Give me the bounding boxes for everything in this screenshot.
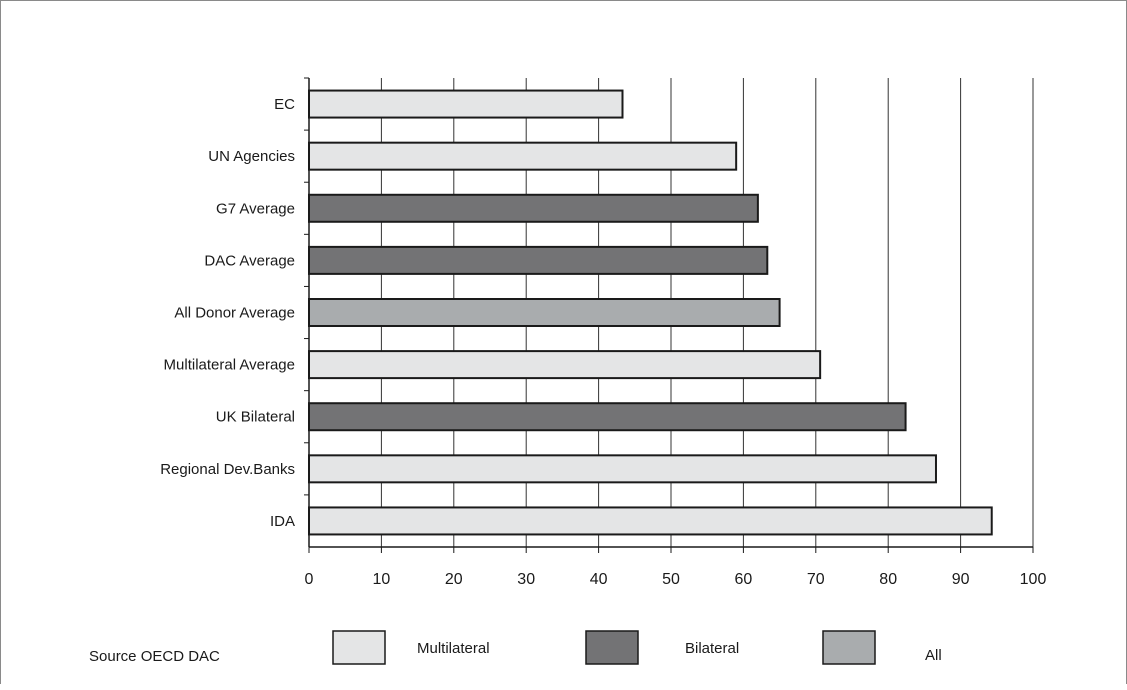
axes: EC UN Agencies G7 Average DAC Average All Do… <box>160 77 1047 588</box>
category-label: IDA <box>270 513 295 530</box>
x-tick-label: 20 <box>445 571 463 588</box>
category-label: Multilateral Average <box>164 357 295 374</box>
legend-label-multilateral: Multilateral <box>417 640 490 657</box>
bar-g7-average <box>308 193 759 223</box>
bar-regional-dev-banks <box>308 454 937 484</box>
category-label: G7 Average <box>216 200 295 217</box>
legend-swatch-multilateral <box>332 630 386 665</box>
bar-un-agencies <box>308 141 738 171</box>
legend-label-bilateral: Bilateral <box>685 640 739 657</box>
x-tick-label: 30 <box>517 571 535 588</box>
category-label: EC <box>274 96 295 113</box>
category-label: DAC Average <box>204 252 295 269</box>
x-tick-label: 40 <box>590 571 608 588</box>
bar-all-donor-average <box>308 298 781 327</box>
bar-ida <box>308 506 993 536</box>
legend-swatch-bilateral <box>585 630 639 665</box>
x-tick-label: 60 <box>735 571 753 588</box>
x-tick-label: 70 <box>807 571 825 588</box>
source-note: Source OECD DAC <box>89 648 220 665</box>
x-tick-label: 0 <box>305 571 314 588</box>
legend-swatch-all <box>822 630 876 665</box>
x-tick-label: 10 <box>373 571 391 588</box>
category-label: UK Bilateral <box>216 409 295 426</box>
category-label: UN Agencies <box>208 148 295 165</box>
bar-uk-bilateral <box>308 402 907 432</box>
bar-multilateral-average <box>308 350 822 380</box>
bars <box>308 89 993 536</box>
legend: Source OECD DAC Multilateral Bilateral All <box>89 630 942 665</box>
x-tick-label: 80 <box>879 571 897 588</box>
legend-label-all: All <box>925 647 942 664</box>
x-tick-label: 50 <box>662 571 680 588</box>
bar-dac-average <box>308 245 769 275</box>
category-label: All Donor Average <box>174 305 295 322</box>
category-label: Regional Dev.Banks <box>160 461 295 478</box>
bar-ec <box>308 89 624 119</box>
x-tick-label: 90 <box>952 571 970 588</box>
x-tick-label: 100 <box>1020 571 1047 588</box>
